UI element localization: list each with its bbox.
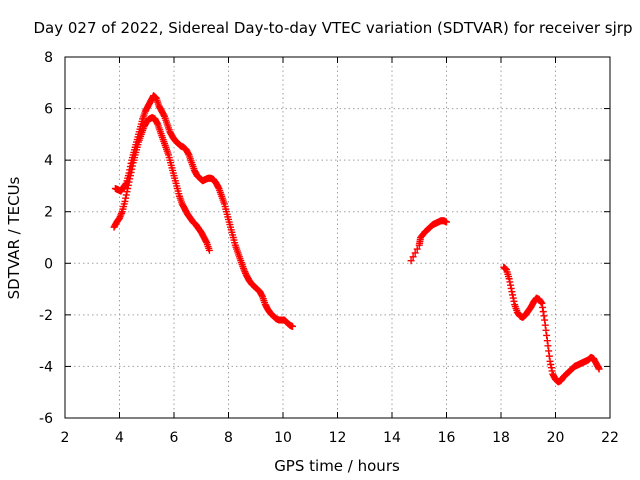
x-tick-label: 16 <box>438 430 456 446</box>
y-tick-label: -2 <box>39 308 53 324</box>
series-segment-2 <box>407 217 450 265</box>
axis-ticks <box>64 56 611 419</box>
x-tick-label: 6 <box>170 430 179 446</box>
y-tick-label: 6 <box>44 102 53 118</box>
y-tick-label: 8 <box>44 50 53 66</box>
data-point <box>413 245 421 253</box>
x-tick-label: 18 <box>492 430 510 446</box>
y-tick-label: 0 <box>44 256 53 272</box>
grid <box>65 57 610 418</box>
y-tick-labels: -6 -4 -2 0 2 4 6 8 <box>39 50 53 427</box>
y-tick-label: 4 <box>44 153 53 169</box>
series-segment-1-lower <box>110 114 213 254</box>
x-tick-label: 4 <box>115 430 124 446</box>
x-tick-label: 22 <box>601 430 619 446</box>
data-point <box>409 253 417 261</box>
data-point <box>205 246 213 254</box>
data-point <box>443 218 450 226</box>
series-segment-1-upper <box>111 92 297 330</box>
x-tick-label: 12 <box>329 430 347 446</box>
x-tick-label: 8 <box>224 430 233 446</box>
x-tick-labels: 2 4 6 8 10 12 14 16 18 20 22 <box>61 430 619 446</box>
x-tick-label: 20 <box>547 430 565 446</box>
data-point <box>595 365 603 373</box>
x-tick-label: 10 <box>274 430 292 446</box>
y-tick-label: -4 <box>39 359 53 375</box>
series-segment-3 <box>500 263 603 386</box>
x-tick-label: 2 <box>61 430 70 446</box>
x-tick-label: 14 <box>383 430 401 446</box>
data-point <box>407 257 415 265</box>
data-marks <box>110 92 603 386</box>
y-tick-label: -6 <box>39 411 53 427</box>
data-point <box>411 249 419 257</box>
x-axis-label: GPS time / hours <box>274 457 400 475</box>
chart-title: Day 027 of 2022, Sidereal Day-to-day VTE… <box>34 19 633 37</box>
y-tick-label: 2 <box>44 205 53 221</box>
y-axis-label: SDTVAR / TECUs <box>5 176 23 299</box>
data-point <box>289 322 297 330</box>
